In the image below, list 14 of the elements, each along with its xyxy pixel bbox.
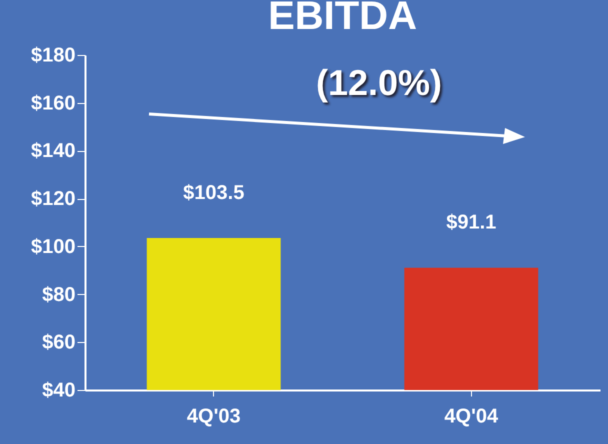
annotation: (12.0%) (316, 62, 442, 103)
x-tick-label: 4Q'03 (186, 406, 241, 428)
x-tick-label: 4Q'04 (444, 406, 499, 428)
data-label: $91.1 (446, 212, 496, 234)
y-tick-label: $180 (31, 44, 76, 66)
y-tick-label: $160 (31, 92, 76, 114)
y-tick-label: $60 (42, 332, 76, 354)
y-tick-label: $80 (42, 284, 76, 306)
y-tick-label: $140 (31, 140, 76, 162)
chart-title: EBITDA (268, 0, 417, 38)
y-tick-label: $40 (42, 380, 76, 402)
y-tick-label: $100 (31, 236, 76, 258)
data-label: $103.5 (183, 182, 244, 204)
y-tick-label: $120 (31, 188, 76, 210)
